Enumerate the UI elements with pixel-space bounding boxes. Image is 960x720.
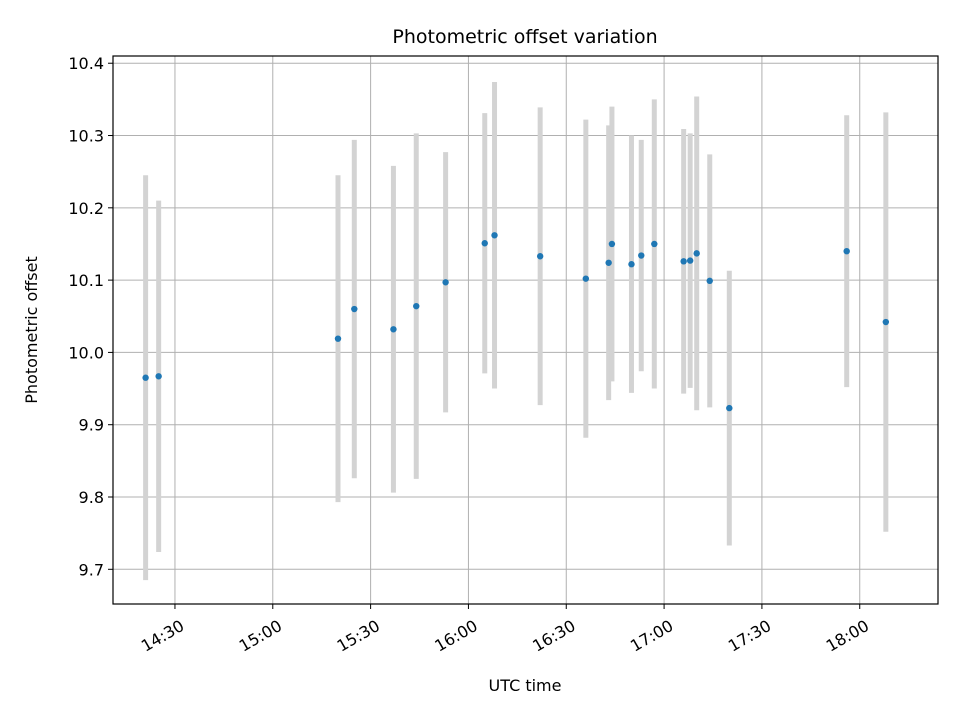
data-point <box>843 247 850 255</box>
y-axis-label: Photometric offset <box>22 256 41 404</box>
data-point <box>882 318 890 326</box>
data-point <box>155 373 162 380</box>
y-tick-label: 9.7 <box>79 560 104 579</box>
data-point <box>413 302 420 310</box>
data-point <box>142 374 149 381</box>
chart-title: Photometric offset variation <box>392 26 657 48</box>
data-points <box>142 232 890 412</box>
data-point <box>680 258 687 265</box>
y-tick-label: 10.0 <box>68 343 104 362</box>
y-tick-label: 9.9 <box>79 416 104 435</box>
data-point <box>628 261 635 268</box>
y-tick-label: 10.4 <box>68 54 104 73</box>
data-point <box>390 326 397 333</box>
y-tick-label: 10.1 <box>68 271 104 290</box>
data-point <box>351 305 358 313</box>
x-axis-label: UTC time <box>489 676 562 695</box>
data-point <box>638 252 645 259</box>
data-point <box>491 232 498 239</box>
y-tick-label: 10.2 <box>68 199 104 218</box>
data-point <box>706 277 713 285</box>
data-point <box>536 253 544 260</box>
data-point <box>481 240 488 247</box>
data-point <box>651 240 658 248</box>
y-tick-label: 9.8 <box>79 488 104 507</box>
data-point <box>693 250 700 257</box>
data-point <box>334 335 342 342</box>
y-tick-label: 10.3 <box>68 127 104 146</box>
y-axis: 9.7 9.8 9.9 10.0 10.1 10.2 10.3 10.4 <box>68 54 113 579</box>
data-point <box>442 279 449 286</box>
data-point <box>605 259 612 266</box>
plot-frame <box>112 55 939 605</box>
data-point <box>608 240 616 248</box>
data-point <box>582 275 590 282</box>
data-point <box>686 257 694 264</box>
data-point <box>726 404 733 412</box>
grid <box>113 56 938 604</box>
